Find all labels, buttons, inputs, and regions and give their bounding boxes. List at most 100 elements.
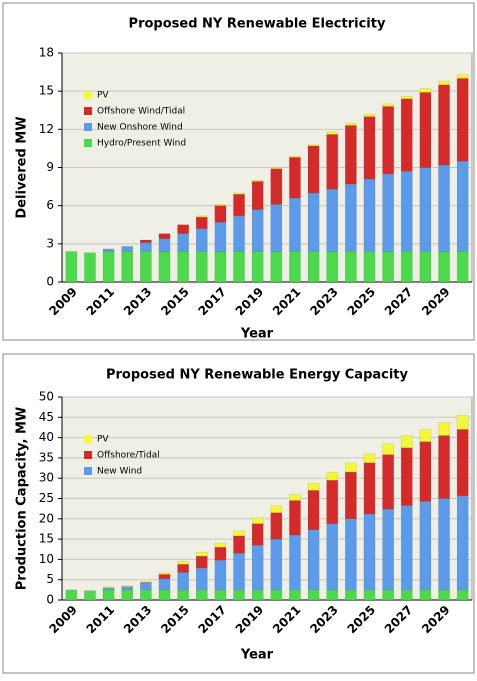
bar-segment (457, 161, 468, 251)
bar-segment (103, 249, 114, 252)
y-tick-label: 5 (46, 572, 54, 586)
y-axis-title: Delivered MW (15, 116, 30, 218)
bar-segment (196, 590, 207, 600)
bar-segment (233, 531, 244, 536)
bar-segment (271, 539, 282, 590)
bar-segment (252, 209, 263, 251)
bar-segment (215, 543, 226, 547)
y-tick-label: 10 (39, 552, 54, 566)
bar-segment (364, 179, 375, 252)
legend-label: Hydro/Present Wind (97, 139, 186, 149)
bar-segment (196, 217, 207, 228)
bar-segment (327, 189, 338, 251)
bar-segment (140, 243, 151, 252)
bar-segment (364, 251, 375, 282)
bar-segment (159, 573, 170, 575)
bar-segment (345, 472, 356, 519)
bar-segment (122, 251, 133, 282)
bar-segment (364, 463, 375, 514)
bar-segment (345, 184, 356, 251)
legend-label: PV (97, 435, 109, 445)
bar-segment (66, 590, 77, 600)
bar-segment (438, 251, 449, 282)
bar-segment (271, 251, 282, 282)
bar-segment (308, 590, 319, 600)
bar-segment (327, 134, 338, 189)
bar-segment (438, 165, 449, 252)
bar-segment (457, 251, 468, 282)
bar-segment (252, 545, 263, 590)
bar-segment (457, 75, 468, 79)
bar-segment (457, 78, 468, 161)
bar-segment (401, 590, 412, 600)
bar-segment (289, 590, 300, 600)
bar-segment (383, 455, 394, 509)
bar-segment (233, 553, 244, 590)
y-tick-label: 20 (39, 511, 54, 525)
y-axis-title: Production Capacity, MW (15, 407, 30, 591)
bar-segment (271, 169, 282, 205)
bar-segment (215, 222, 226, 251)
bar-segment (122, 587, 133, 590)
bar-segment (215, 206, 226, 223)
bar-segment (103, 590, 114, 600)
bar-segment (308, 483, 319, 490)
bar-segment (84, 591, 95, 600)
chart-title: Proposed NY Renewable Electricity (129, 17, 386, 32)
legend-swatch (84, 435, 92, 443)
bar-segment (233, 590, 244, 600)
bar-segment (383, 104, 394, 107)
bar-segment (215, 560, 226, 590)
bar-segment (178, 590, 189, 600)
bar-segment (383, 251, 394, 282)
bar-segment (289, 251, 300, 282)
bar-segment (308, 146, 319, 193)
bar-segment (438, 590, 449, 600)
bar-segment (438, 422, 449, 435)
bar-segment (196, 556, 207, 568)
bar-segment (159, 574, 170, 578)
bar-segment (327, 480, 338, 523)
bar-segment (345, 590, 356, 600)
bar-segment (233, 216, 244, 252)
y-tick-label: 40 (39, 430, 54, 444)
bar-segment (364, 514, 375, 590)
bar-segment (438, 81, 449, 85)
bar-segment (438, 85, 449, 165)
legend-swatch (84, 451, 92, 459)
y-tick-label: 12 (39, 122, 54, 136)
bar-segment (401, 251, 412, 282)
bar-segment (420, 92, 431, 167)
bar-segment (308, 490, 319, 529)
bar-segment (420, 590, 431, 600)
y-tick-label: 9 (46, 160, 54, 174)
y-tick-label: 3 (46, 236, 54, 250)
bar-segment (420, 168, 431, 252)
bar-segment (457, 496, 468, 590)
legend-label: PV (97, 91, 109, 101)
bar-segment (438, 499, 449, 590)
bar-segment (420, 442, 431, 502)
bar-segment (159, 234, 170, 239)
bar-segment (178, 561, 189, 564)
bar-segment (271, 590, 282, 600)
bar-segment (84, 253, 95, 282)
legend-label: Offshore/Tidal (97, 451, 160, 461)
bar-segment (289, 156, 300, 157)
bar-segment (308, 145, 319, 146)
bar-segment (252, 181, 263, 209)
bar-segment (420, 429, 431, 441)
bar-segment (159, 251, 170, 282)
bar-segment (196, 216, 207, 217)
bar-segment (401, 448, 412, 506)
bar-segment (364, 590, 375, 600)
bar-segment (308, 193, 319, 252)
legend-swatch (84, 107, 92, 115)
y-tick-label: 15 (39, 84, 54, 98)
legend-label: Offshore Wind/Tidal (97, 107, 185, 117)
bar-segment (159, 579, 170, 590)
bar-segment (308, 251, 319, 282)
bar-segment (420, 89, 431, 93)
bar-segment (178, 234, 189, 252)
